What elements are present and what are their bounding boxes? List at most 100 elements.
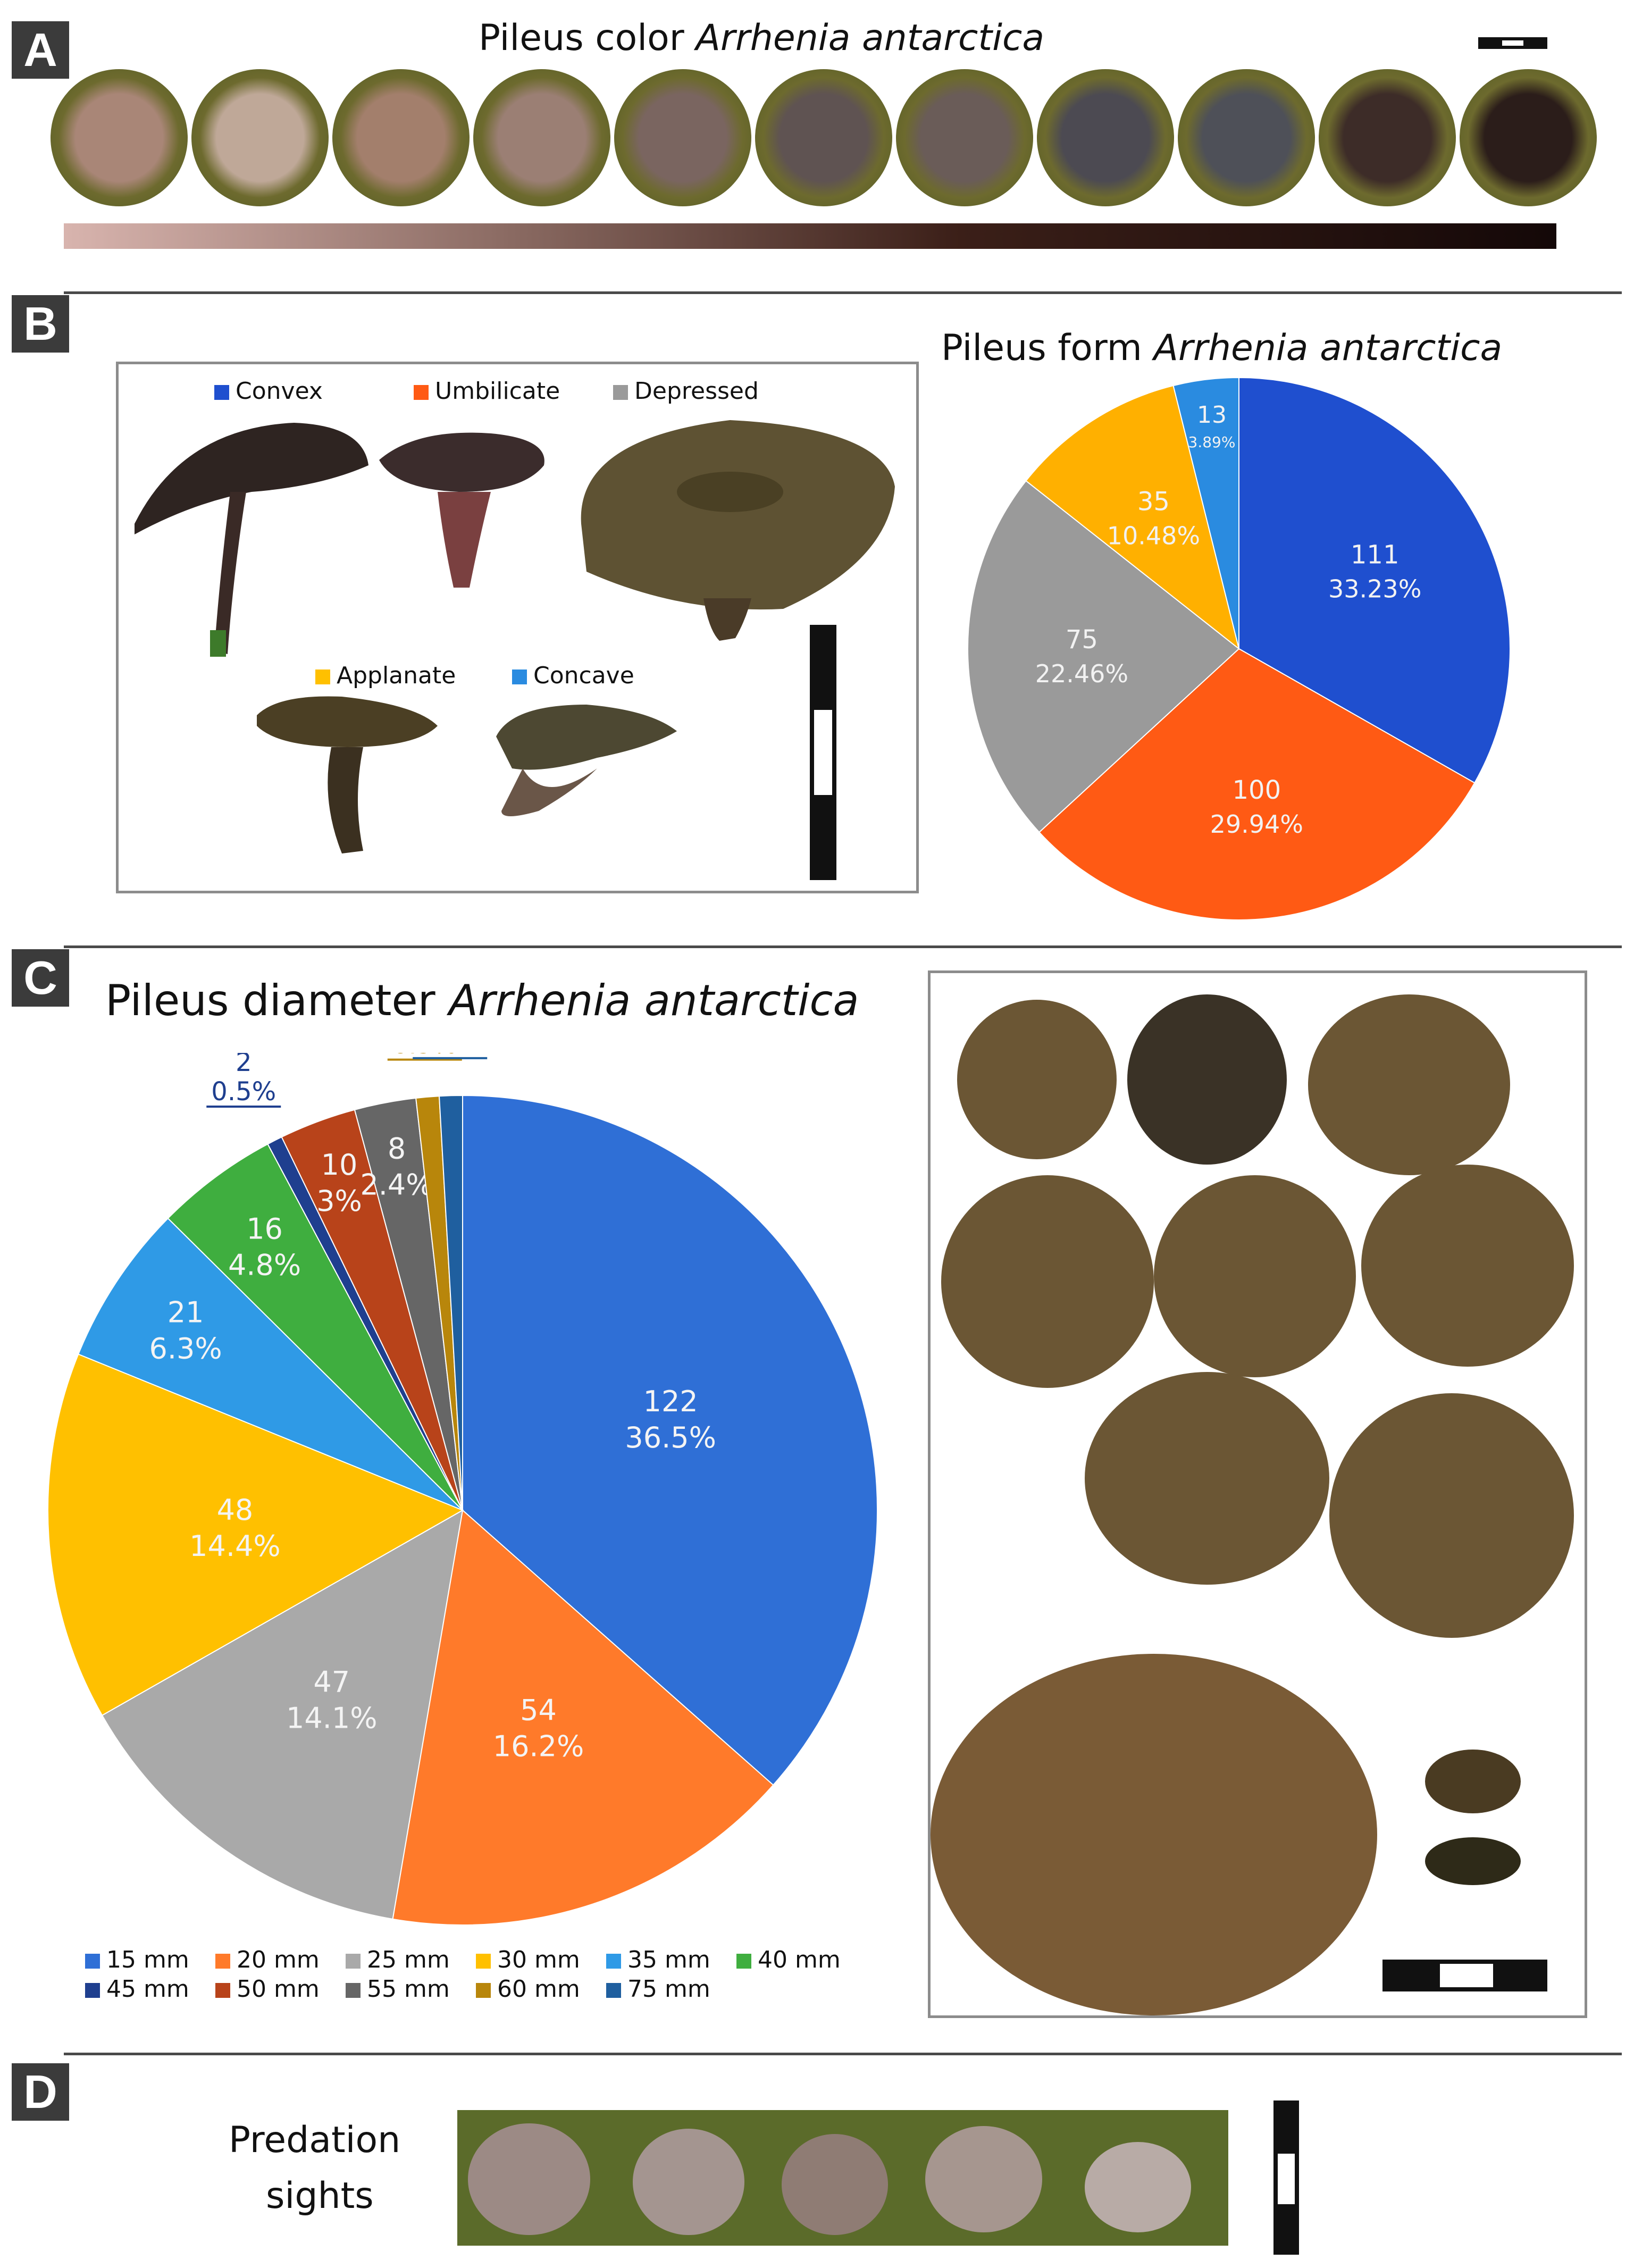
legend-convex: Convex xyxy=(214,378,323,405)
pileus-color-photo-7 xyxy=(896,69,1033,206)
pie-percent-label: 36.5% xyxy=(625,1421,716,1454)
panel-d-label: D xyxy=(12,2063,69,2121)
pileus-form-specimens xyxy=(135,420,895,853)
pie-value-label: 100 xyxy=(1233,775,1281,805)
legend-swatch xyxy=(346,1983,361,1998)
pie-slice-35-mm xyxy=(77,1217,463,1511)
pie-percent-label: 29.94% xyxy=(1210,810,1303,839)
panel-b-label: B xyxy=(12,295,69,353)
divider-a-b xyxy=(64,291,1622,294)
pie-value-label: 21 xyxy=(167,1295,204,1329)
pie-value-label: 75 xyxy=(1066,625,1098,655)
pileus-color-photo-4 xyxy=(473,69,610,206)
pileus-color-photo-9 xyxy=(1178,69,1315,206)
pileus-color-photo-1 xyxy=(51,69,188,206)
legend-item-55-mm: 55 mm xyxy=(346,1976,476,2003)
legend-item-35-mm: 35 mm xyxy=(606,1946,736,1973)
pileus-color-photo-10 xyxy=(1319,69,1456,206)
pileus-form-title-prefix: Pileus form xyxy=(941,327,1142,369)
pileus-form-image-box: Convex Umbilicate Depressed Applanate Co… xyxy=(116,362,919,893)
pie-slice-15-mm xyxy=(462,1094,878,1786)
panel-c-label: C xyxy=(12,949,69,1007)
legend-label: 15 mm xyxy=(106,1946,189,1973)
legend-swatch xyxy=(215,1983,230,1998)
legend-swatch xyxy=(85,1954,100,1969)
legend-swatch xyxy=(215,1954,230,1969)
legend-label: 75 mm xyxy=(627,1976,710,2003)
pie-percent-label: 33.23% xyxy=(1328,574,1421,603)
umbilicate-specimen-image xyxy=(379,432,544,588)
concave-specimen-image xyxy=(496,705,677,816)
specimen-7 xyxy=(1085,1372,1329,1585)
legend-swatch xyxy=(346,1954,361,1969)
panel-a-scalebar xyxy=(1478,37,1547,49)
predation-photo-strip xyxy=(457,2110,1228,2246)
specimen-2 xyxy=(1127,994,1287,1165)
pie-percent-label: 3.89% xyxy=(1188,433,1236,451)
pie-percent-label: 10.48% xyxy=(1107,522,1200,550)
pileus-form-title: Pileus form Arrhenia antarctica xyxy=(941,327,1502,369)
pie-slice-concave xyxy=(1172,376,1239,649)
pie-slice-convex xyxy=(1238,376,1511,784)
legend-item-50-mm: 50 mm xyxy=(215,1976,346,2003)
specimen-9 xyxy=(931,1654,1377,2015)
pie-value-label: 48 xyxy=(217,1493,254,1527)
pie-percent-label: 0.5% xyxy=(211,1077,276,1107)
specimen-4 xyxy=(941,1175,1154,1388)
legend-label: 35 mm xyxy=(627,1946,710,1973)
pileus-diameter-title: Pileus diameter Arrhenia antarctica xyxy=(105,976,859,1025)
legend-item-40-mm: 40 mm xyxy=(736,1946,867,1973)
specimen-6 xyxy=(1361,1165,1574,1367)
pileus-diameter-legend-row-1: 15 mm 20 mm 25 mm 30 mm 35 mm 40 mm xyxy=(85,1946,867,1973)
legend-swatch xyxy=(476,1983,491,1998)
depressed-specimen-image xyxy=(581,420,895,641)
pie-slice-applanate xyxy=(1025,384,1240,650)
specimen-10 xyxy=(1425,1750,1521,1813)
pileus-color-photo-2 xyxy=(191,69,329,206)
predation-label-line-1: Predation xyxy=(229,2119,401,2161)
specimen-11 xyxy=(1425,1837,1521,1885)
legend-swatch xyxy=(476,1954,491,1969)
pie-value-label: 111 xyxy=(1351,540,1400,570)
pileus-diameter-specimens xyxy=(931,994,1574,2015)
predation-label-line-2: sights xyxy=(266,2175,374,2217)
pie-slice-depressed xyxy=(967,480,1240,833)
legend-item-15-mm: 15 mm xyxy=(85,1946,215,1973)
pie-value-label: 10 xyxy=(321,1148,358,1182)
pileus-color-gradient-bar xyxy=(64,223,1556,249)
pileus-diameter-title-prefix: Pileus diameter xyxy=(105,976,435,1025)
pileus-color-photo-3 xyxy=(332,69,470,206)
legend-swatch xyxy=(606,1983,621,1998)
legend-item-20-mm: 20 mm xyxy=(215,1946,346,1973)
legend-label: 40 mm xyxy=(758,1946,841,1973)
pie-value-label: 47 xyxy=(313,1665,350,1698)
specimen-1 xyxy=(957,1000,1117,1159)
panel-a-title-species: Arrhenia antarctica xyxy=(696,17,1045,59)
convex-specimen-image xyxy=(135,423,368,657)
legend-depressed: Depressed xyxy=(613,378,759,405)
pileus-diameter-title-species: Arrhenia antarctica xyxy=(449,976,859,1025)
legend-label: 60 mm xyxy=(497,1976,580,2003)
pie-value-label: 122 xyxy=(643,1385,698,1418)
legend-label: 25 mm xyxy=(367,1946,450,1973)
legend-item-45-mm: 45 mm xyxy=(85,1976,215,2003)
legend-item-25-mm: 25 mm xyxy=(346,1946,476,1973)
pie-percent-label: 4.8% xyxy=(228,1248,301,1282)
panel-a-title: Pileus color Arrhenia antarctica xyxy=(479,17,1044,59)
specimen-3 xyxy=(1308,994,1510,1175)
pileus-color-photo-6 xyxy=(755,69,892,206)
pie-percent-label: 0.9% xyxy=(417,1053,482,1058)
pie-percent-label: 14.4% xyxy=(189,1529,281,1563)
pie-percent-label: 22.46% xyxy=(1035,659,1128,688)
divider-c-d xyxy=(64,2053,1622,2055)
pie-value-label: 8 xyxy=(388,1132,406,1166)
pie-value-label: 54 xyxy=(520,1694,557,1727)
specimen-8 xyxy=(1329,1393,1574,1638)
legend-item-75-mm: 75 mm xyxy=(606,1976,736,2003)
divider-b-c xyxy=(64,945,1622,948)
legend-swatch xyxy=(606,1954,621,1969)
panel-a-title-prefix: Pileus color xyxy=(479,17,684,59)
legend-swatch xyxy=(736,1954,751,1969)
pie-slice-75-mm xyxy=(438,1094,463,1511)
